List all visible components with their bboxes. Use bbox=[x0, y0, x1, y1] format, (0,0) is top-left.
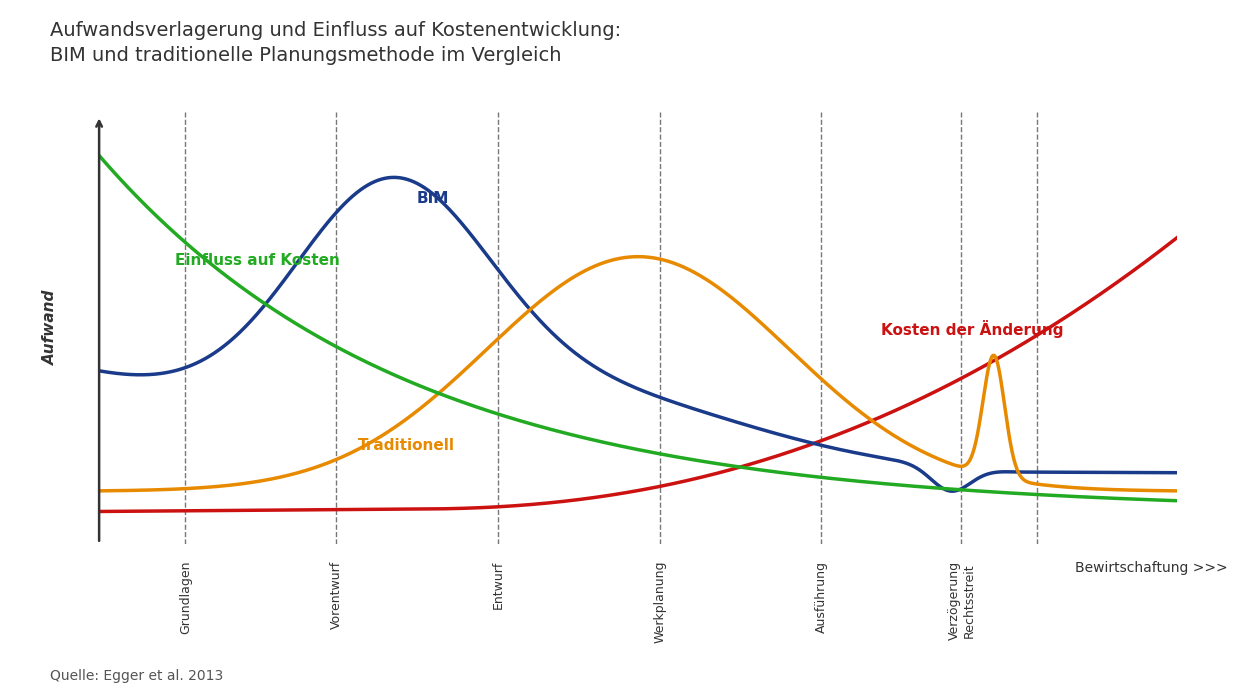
Text: Einfluss auf Kosten: Einfluss auf Kosten bbox=[175, 253, 339, 268]
Text: Bewirtschaftung >>>: Bewirtschaftung >>> bbox=[1074, 561, 1228, 575]
Text: Traditionell: Traditionell bbox=[358, 438, 455, 453]
Text: Aufwand: Aufwand bbox=[43, 290, 58, 365]
Text: Ausführung: Ausführung bbox=[815, 561, 828, 633]
Text: Kosten der Änderung: Kosten der Änderung bbox=[881, 320, 1063, 338]
Text: Werkplanung: Werkplanung bbox=[653, 561, 667, 643]
Text: Quelle: Egger et al. 2013: Quelle: Egger et al. 2013 bbox=[50, 669, 223, 683]
Text: BIM: BIM bbox=[418, 191, 450, 206]
Text: Aufwandsverlagerung und Einfluss auf Kostenentwicklung:
BIM und traditionelle Pl: Aufwandsverlagerung und Einfluss auf Kos… bbox=[50, 21, 621, 65]
Text: Vorentwurf: Vorentwurf bbox=[330, 561, 343, 629]
Text: Grundlagen: Grundlagen bbox=[178, 561, 192, 634]
Text: Entwurf: Entwurf bbox=[492, 561, 504, 609]
Text: Verzögerung
Rechtsstreit: Verzögerung Rechtsstreit bbox=[948, 561, 975, 640]
